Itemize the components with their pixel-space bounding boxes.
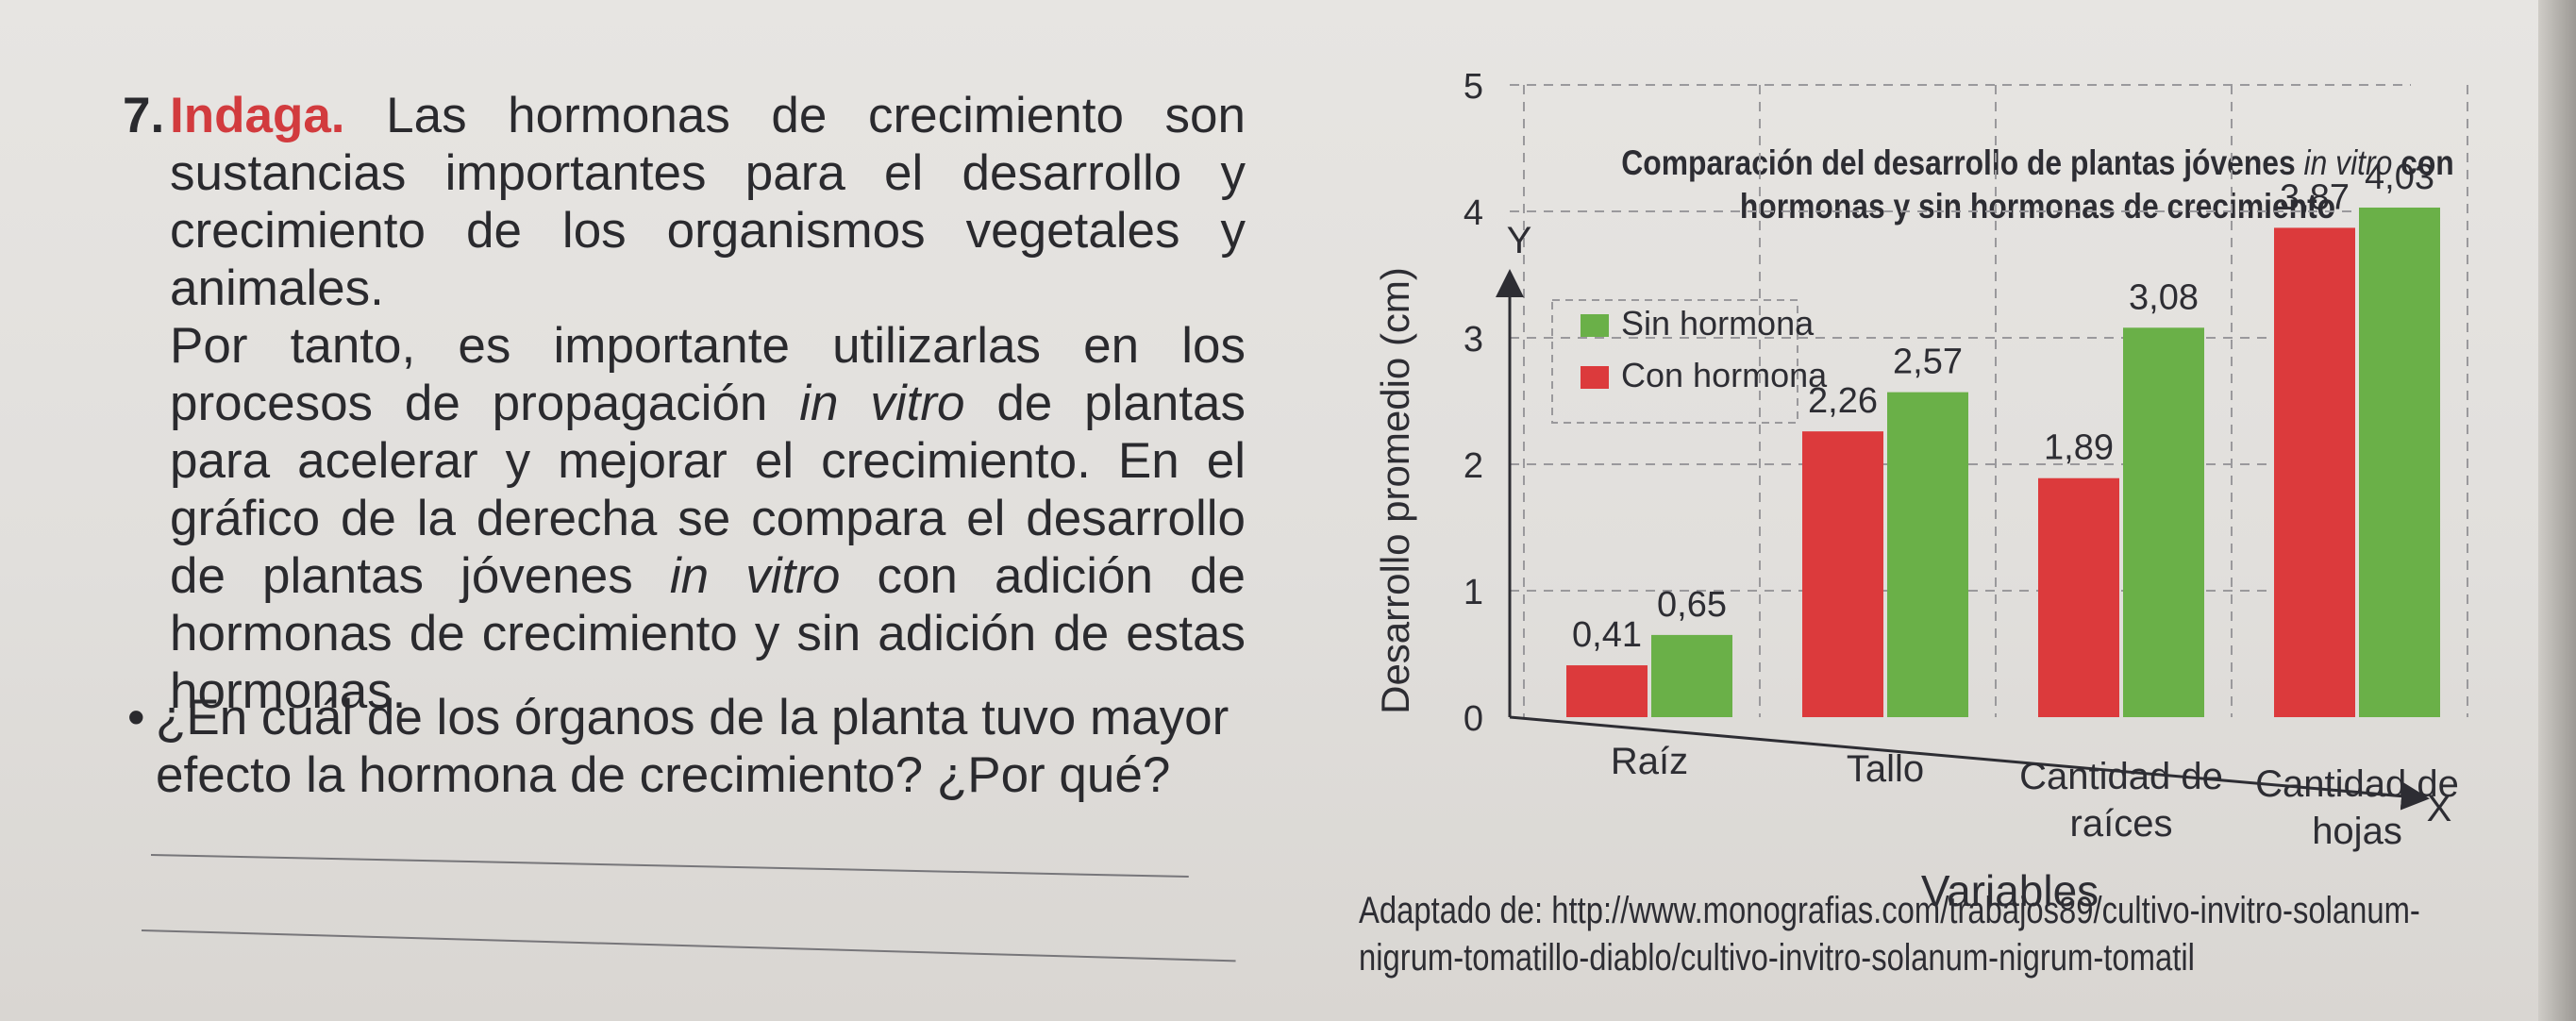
y-tick-label: 5: [1464, 67, 1483, 107]
bar-con-hormona: [1802, 431, 1883, 717]
data-label: 4,03: [2365, 158, 2434, 197]
bar-con-hormona: [2038, 477, 2119, 717]
y-tick-label: 3: [1464, 320, 1483, 360]
question-block: 7. Indaga. Las hormonas de crecimiento s…: [123, 87, 1246, 720]
x-axis-line: [1509, 715, 2430, 811]
axis-layer: Y X Variables Desarrollo promedio (cm): [1373, 220, 2451, 915]
category-label: raíces: [2070, 803, 2173, 845]
legend-swatch: [1581, 366, 1609, 389]
in-vitro-term: in vitro: [669, 548, 841, 604]
chart-title-part-a: Comparación del desarrollo de plantas jó…: [1621, 143, 2296, 182]
question-prompt: • ¿En cuál de los órganos de la planta t…: [127, 689, 1241, 804]
in-vitro-term: in vitro: [799, 376, 965, 431]
bar-sin-hormona: [1887, 392, 1968, 717]
category-label: Tallo: [1847, 748, 1924, 790]
caption-line-2: nigrum-tomatillo-diablo/cultivo-invitro-…: [1359, 937, 2195, 979]
bar-sin-hormona: [2359, 207, 2440, 718]
paragraph-2-part-b: de plantas para acelerar y mejorar el cr…: [170, 376, 1246, 604]
data-label: 2,57: [1893, 343, 1963, 382]
question-heading: Indaga.: [170, 88, 345, 143]
page-edge: [2538, 0, 2576, 1021]
x-axis-title: Variables: [1921, 866, 2099, 915]
legend-swatch: [1581, 314, 1609, 337]
source-caption: Adaptado de: http://www.monografias.com/…: [1359, 887, 2420, 981]
category-label: Raíz: [1611, 741, 1688, 782]
paragraph-2-part-a: Por tanto, es importante utilizarlas en …: [170, 318, 1246, 431]
legend: Sin hormona Con hormona: [1551, 299, 1828, 424]
question-paragraph-2: Por tanto, es importante utilizarlas en …: [132, 317, 1246, 720]
legend-label: Con hormona: [1621, 356, 1828, 394]
y-axis-title: Desarrollo promedio (cm): [1373, 267, 1417, 714]
chart-title: Comparación del desarrollo de plantas jó…: [1571, 142, 2504, 228]
bar-sin-hormona: [1651, 634, 1732, 717]
data-label: 2,26: [1808, 381, 1878, 421]
legend-box: [1551, 299, 1798, 424]
data-label: 0,41: [1572, 615, 1642, 655]
chart-title-line-2: hormonas y sin hormonas de crecimiento: [1739, 187, 2336, 226]
paragraph-2-part-c: con adición de hormonas de crecimiento y…: [170, 548, 1246, 719]
bar-con-hormona: [2274, 227, 2355, 718]
x-axis-letter: X: [2427, 788, 2452, 829]
bullet-icon: •: [127, 690, 145, 745]
question-intro: Las hormonas de crecimiento son sustanci…: [170, 88, 1246, 316]
data-label: 1,89: [2044, 428, 2114, 468]
y-tick-label: 4: [1464, 193, 1483, 233]
question-paragraph-1: Indaga. Las hormonas de crecimiento son …: [132, 87, 1246, 317]
legend-label: Sin hormona: [1621, 304, 1815, 343]
y-tick-label: 1: [1464, 573, 1483, 612]
bars-layer: [1566, 207, 2440, 718]
category-label: hojas: [2312, 811, 2402, 852]
data-label: 0,65: [1657, 585, 1727, 625]
prompt-text: ¿En cuál de los órganos de la planta tuv…: [156, 690, 1229, 803]
y-tick-label: 0: [1464, 699, 1483, 739]
bar-sin-hormona: [2123, 327, 2204, 717]
chart-title-italic: in vitro: [2303, 143, 2393, 182]
caption-line-1: Adaptado de: http://www.monografias.com/…: [1359, 890, 2420, 931]
bar-con-hormona: [1566, 665, 1648, 717]
chart-title-part-b: con: [2400, 143, 2454, 182]
data-label: 3,08: [2129, 277, 2199, 317]
y-tick-label: 2: [1464, 446, 1483, 486]
data-label: 3,87: [2280, 177, 2350, 217]
y-axis-letter: Y: [1507, 220, 1532, 261]
question-number: 7.: [123, 88, 165, 143]
